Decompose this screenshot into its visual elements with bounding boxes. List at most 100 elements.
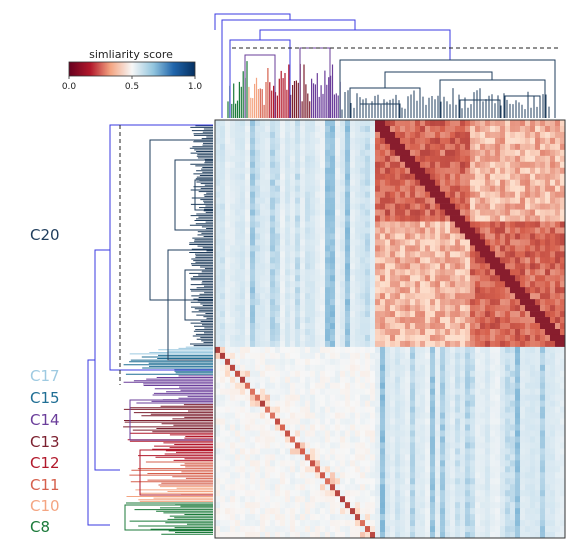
heatmap-cell — [330, 472, 336, 479]
heatmap-cell — [355, 418, 361, 425]
heatmap-cell — [245, 185, 251, 192]
heatmap-cell — [435, 406, 441, 413]
heatmap-cell — [560, 227, 566, 234]
heatmap-cell — [545, 484, 551, 491]
heatmap-cell — [310, 287, 316, 294]
heatmap-cell — [510, 484, 516, 491]
heatmap-cell — [440, 131, 446, 139]
heatmap-cell — [220, 460, 226, 467]
heatmap-cell — [285, 179, 291, 186]
heatmap-cell — [275, 245, 281, 252]
heatmap-cell — [520, 269, 526, 276]
heatmap-cell — [225, 149, 231, 157]
heatmap-cell — [415, 478, 421, 485]
heatmap-cell — [515, 370, 521, 378]
heatmap-cell — [400, 179, 406, 186]
heatmap-cell — [535, 394, 541, 401]
heatmap-cell — [250, 317, 256, 324]
heatmap-cell — [290, 478, 296, 485]
heatmap-cell — [410, 358, 416, 366]
heatmap-cell — [460, 155, 466, 163]
heatmap-cell — [555, 376, 561, 384]
heatmap-cell — [535, 352, 541, 360]
heatmap-cell — [450, 484, 456, 491]
heatmap-cell — [280, 502, 286, 509]
heatmap-cell — [435, 257, 441, 264]
heatmap-cell — [435, 269, 441, 276]
heatmap-cell — [460, 520, 466, 527]
heatmap-cell — [445, 275, 451, 282]
heatmap-cell — [225, 215, 231, 222]
heatmap-cell — [485, 364, 491, 372]
heatmap-cell — [320, 454, 326, 461]
heatmap-cell — [245, 406, 251, 413]
heatmap-cell — [425, 370, 431, 378]
heatmap-cell — [510, 496, 516, 503]
heatmap-cell — [320, 143, 326, 151]
heatmap-cell — [475, 203, 481, 210]
heatmap-cell — [240, 382, 246, 390]
heatmap-cell — [555, 442, 561, 449]
heatmap-cell — [240, 197, 246, 204]
heatmap-cell — [545, 149, 551, 157]
heatmap-cell — [275, 233, 281, 240]
heatmap-cell — [395, 400, 401, 407]
heatmap-cell — [475, 508, 481, 515]
heatmap-cell — [230, 400, 236, 407]
heatmap-cell — [315, 478, 321, 485]
heatmap-cell — [280, 329, 286, 336]
heatmap-cell — [480, 251, 486, 258]
heatmap-cell — [235, 209, 241, 216]
heatmap-cell — [400, 532, 406, 539]
heatmap-cell — [485, 275, 491, 282]
heatmap-cell — [510, 418, 516, 425]
heatmap-cell — [555, 215, 561, 222]
heatmap-cell — [315, 161, 321, 169]
heatmap-cell — [395, 269, 401, 276]
heatmap-cell — [245, 502, 251, 509]
heatmap-cell — [385, 532, 391, 539]
heatmap-cell — [270, 329, 276, 336]
heatmap-cell — [340, 340, 346, 348]
heatmap-cell — [410, 293, 416, 300]
heatmap-cell — [475, 251, 481, 258]
heatmap-cell — [335, 120, 341, 127]
heatmap-cell — [275, 508, 281, 515]
heatmap-cell — [290, 394, 296, 401]
heatmap-cell — [505, 370, 511, 378]
heatmap-cell — [385, 502, 391, 509]
heatmap-cell — [520, 436, 526, 443]
heatmap-cell — [310, 346, 316, 354]
heatmap-cell — [495, 520, 501, 527]
heatmap-cell — [275, 460, 281, 467]
heatmap-cell — [550, 484, 556, 491]
heatmap-cell — [340, 346, 346, 354]
heatmap-cell — [325, 436, 331, 443]
heatmap-cell — [220, 490, 226, 497]
heatmap-cell — [355, 532, 361, 539]
heatmap-cell — [495, 143, 501, 151]
heatmap-cell — [360, 185, 366, 192]
heatmap-cell — [235, 269, 241, 276]
heatmap-cell — [295, 502, 301, 509]
heatmap-cell — [345, 287, 351, 294]
heatmap-cell — [515, 358, 521, 366]
heatmap-cell — [325, 526, 331, 533]
heatmap-cell — [530, 233, 536, 240]
heatmap-cell — [325, 502, 331, 509]
heatmap-cell — [385, 305, 391, 312]
heatmap-cell — [230, 472, 236, 479]
heatmap-cell — [280, 466, 286, 473]
heatmap-cell — [515, 215, 521, 222]
heatmap-cell — [305, 358, 311, 366]
heatmap-cell — [450, 532, 456, 539]
heatmap-cell — [545, 233, 551, 240]
heatmap-cell — [240, 514, 246, 521]
heatmap-cell — [535, 496, 541, 503]
heatmap-cell — [350, 251, 356, 258]
heatmap-cell — [460, 299, 466, 306]
heatmap-cell — [420, 317, 426, 324]
heatmap-cell — [500, 281, 506, 288]
heatmap-cell — [300, 287, 306, 294]
heatmap-cell — [310, 149, 316, 157]
